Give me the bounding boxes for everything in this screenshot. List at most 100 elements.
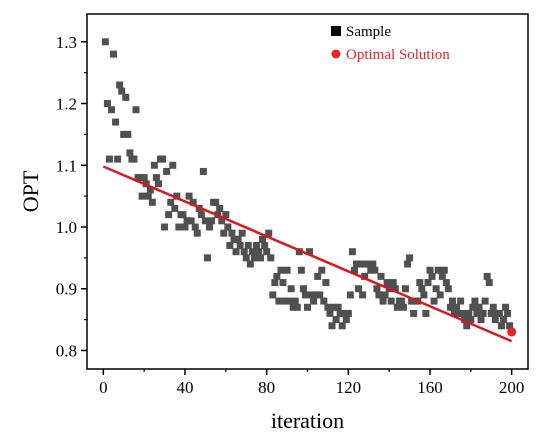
sample-point bbox=[477, 316, 485, 324]
legend-sample-label: Sample bbox=[346, 24, 391, 40]
sample-point bbox=[279, 279, 287, 287]
x-tick-label: 160 bbox=[417, 378, 443, 397]
sample-point bbox=[189, 198, 197, 206]
sample-point bbox=[434, 266, 442, 274]
x-tick-label: 80 bbox=[258, 378, 275, 397]
sample-point bbox=[179, 211, 187, 219]
sample-point bbox=[448, 297, 456, 305]
sample-point bbox=[124, 130, 132, 138]
sample-point bbox=[461, 316, 469, 324]
sample-point bbox=[465, 309, 473, 317]
sample-point bbox=[318, 266, 326, 274]
sample-point bbox=[332, 316, 340, 324]
sample-point bbox=[410, 309, 418, 317]
sample-point bbox=[232, 248, 240, 256]
sample-point bbox=[252, 242, 260, 250]
sample-point bbox=[197, 211, 205, 219]
sample-point bbox=[314, 272, 322, 280]
sample-point bbox=[479, 309, 487, 317]
sample-point bbox=[406, 254, 414, 262]
sample-point bbox=[432, 285, 440, 293]
x-tick-label: 120 bbox=[336, 378, 362, 397]
sample-point bbox=[230, 235, 238, 243]
sample-point bbox=[220, 229, 228, 237]
sample-point bbox=[165, 211, 173, 219]
legend-optimal-label: Optimal Solution bbox=[346, 47, 450, 63]
sample-point bbox=[208, 217, 216, 225]
sample-point bbox=[506, 322, 514, 330]
sample-point bbox=[381, 291, 389, 299]
trend-line bbox=[102, 165, 513, 343]
sample-point bbox=[387, 297, 395, 305]
sample-point bbox=[459, 309, 467, 317]
sample-point bbox=[110, 50, 118, 58]
sample-point bbox=[171, 204, 179, 212]
sample-point bbox=[273, 272, 281, 280]
sample-point bbox=[140, 174, 148, 182]
sample-point bbox=[146, 186, 154, 194]
sample-point bbox=[222, 211, 230, 219]
sample-point bbox=[336, 309, 344, 317]
sample-point bbox=[467, 316, 475, 324]
sample-point bbox=[310, 297, 318, 305]
sample-point bbox=[297, 266, 305, 274]
sample-point bbox=[301, 291, 309, 299]
sample-point bbox=[393, 303, 401, 311]
sample-point bbox=[228, 229, 236, 237]
sample-point bbox=[263, 248, 271, 256]
sample-point bbox=[289, 303, 297, 311]
sample-point bbox=[181, 223, 189, 231]
sample-point bbox=[483, 272, 491, 280]
sample-point bbox=[120, 130, 128, 138]
sample-point bbox=[399, 303, 407, 311]
sample-point bbox=[238, 229, 246, 237]
sample-point bbox=[308, 291, 316, 299]
sample-point bbox=[224, 223, 232, 231]
axis-ticks: 0 40 80 120 160 200 0.8 0.9 1.0 1.1 1.2 1.3 bbox=[56, 33, 525, 397]
sample-point bbox=[397, 297, 405, 305]
sample-point bbox=[342, 316, 350, 324]
sample-point bbox=[357, 260, 365, 268]
x-axis-title: iteration bbox=[271, 408, 344, 433]
sample-point bbox=[201, 217, 209, 225]
sample-point bbox=[353, 260, 360, 268]
sample-point bbox=[485, 279, 493, 287]
sample-point bbox=[379, 297, 387, 305]
sample-point bbox=[361, 272, 369, 280]
sample-point bbox=[244, 242, 252, 250]
sample-point bbox=[148, 198, 156, 206]
sample-point bbox=[108, 106, 115, 114]
sample-point bbox=[114, 155, 122, 163]
sample-point bbox=[500, 316, 507, 324]
sample-point bbox=[316, 291, 324, 299]
sample-point bbox=[163, 167, 171, 175]
sample-point bbox=[502, 303, 510, 311]
sample-point bbox=[367, 266, 375, 274]
sample-point bbox=[348, 248, 356, 256]
sample-point bbox=[185, 192, 193, 200]
sample-point bbox=[404, 260, 412, 268]
x-tick-label: 0 bbox=[99, 378, 108, 397]
y-tick-label: 0.8 bbox=[56, 341, 77, 360]
sample-point bbox=[248, 248, 256, 256]
sample-point bbox=[355, 285, 363, 293]
sample-point bbox=[350, 266, 358, 274]
sample-point bbox=[236, 242, 244, 250]
sample-point bbox=[150, 161, 158, 169]
sample-point bbox=[440, 266, 448, 274]
sample-point bbox=[167, 198, 175, 206]
sample-point bbox=[306, 248, 314, 256]
sample-point bbox=[173, 192, 181, 200]
sample-point bbox=[199, 167, 207, 175]
sample-point bbox=[103, 100, 111, 108]
sample-point bbox=[326, 309, 334, 317]
sample-point bbox=[473, 309, 481, 317]
sample-point bbox=[287, 285, 295, 293]
sample-point bbox=[304, 303, 311, 311]
sample-point bbox=[422, 309, 430, 317]
sample-point bbox=[322, 279, 330, 287]
sample-point bbox=[152, 174, 160, 182]
sample-point bbox=[187, 217, 195, 225]
sample-point bbox=[193, 229, 201, 237]
y-tick-label: 1.1 bbox=[56, 156, 77, 175]
